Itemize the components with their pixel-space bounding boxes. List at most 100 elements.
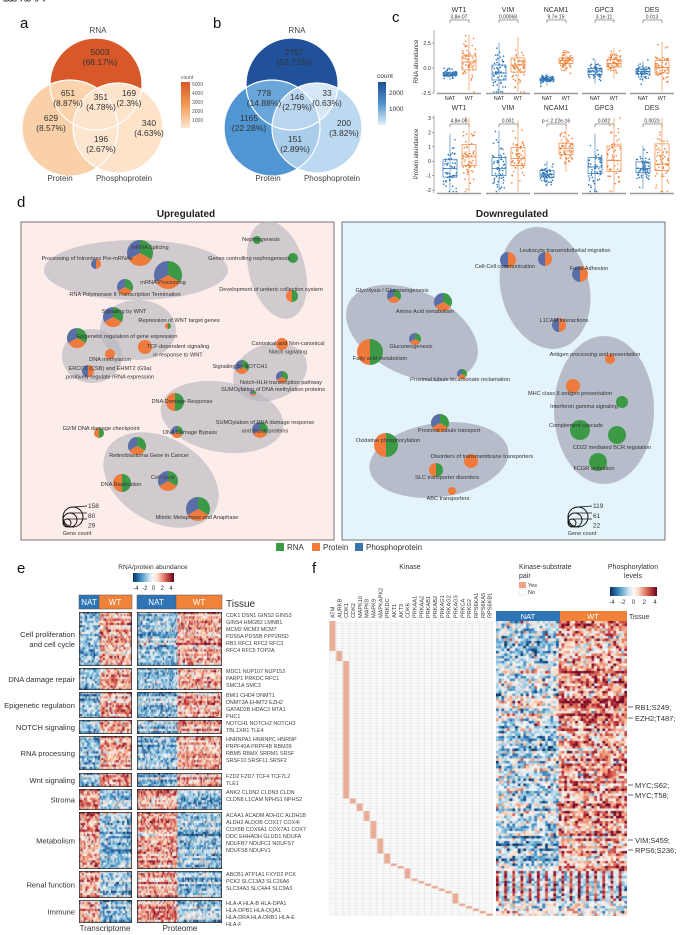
data-point bbox=[514, 86, 516, 89]
data-point bbox=[648, 178, 650, 180]
p-value: 3.1e-11 bbox=[596, 15, 613, 21]
cluster-label: Renal function bbox=[0, 0, 33, 2]
data-point bbox=[515, 148, 518, 151]
significance-bracket bbox=[498, 19, 519, 23]
data-point bbox=[522, 156, 525, 159]
data-point bbox=[548, 169, 551, 171]
p-value: p < 2.22e-16 bbox=[542, 119, 570, 125]
data-point bbox=[552, 163, 554, 165]
colorbar-tick: 3000 bbox=[192, 100, 203, 106]
data-point bbox=[451, 185, 454, 187]
cluster-label: Stroma bbox=[0, 0, 13, 2]
venn-count: 2757 bbox=[285, 47, 304, 57]
data-point bbox=[616, 140, 618, 142]
data-point bbox=[496, 57, 499, 60]
data-point bbox=[591, 176, 594, 179]
data-point bbox=[496, 84, 499, 86]
data-point bbox=[462, 171, 465, 174]
data-point bbox=[589, 144, 592, 147]
kinase-label: PRKAB1 bbox=[426, 596, 432, 618]
data-point bbox=[640, 75, 643, 78]
data-point bbox=[473, 131, 476, 133]
data-point bbox=[500, 186, 503, 188]
venn-set-label: RNA bbox=[90, 26, 108, 35]
data-point bbox=[657, 67, 659, 70]
data-point bbox=[587, 175, 590, 177]
network-node bbox=[572, 266, 588, 282]
data-point bbox=[655, 184, 658, 186]
gene-list: DNMT3A EHMT2 EZH2 bbox=[226, 700, 283, 706]
data-point bbox=[607, 64, 610, 67]
facet-title: GPC3 bbox=[594, 7, 613, 14]
kinase-label: PRKCA bbox=[460, 598, 466, 618]
data-point bbox=[446, 68, 449, 70]
data-point bbox=[658, 166, 660, 169]
data-point bbox=[608, 190, 611, 192]
data-point bbox=[595, 68, 598, 71]
data-point bbox=[561, 66, 564, 68]
data-point bbox=[521, 141, 524, 144]
data-point bbox=[563, 151, 565, 153]
data-point bbox=[499, 56, 502, 58]
data-point bbox=[511, 152, 514, 154]
panel-label-d: d bbox=[17, 194, 25, 211]
data-point bbox=[569, 72, 572, 75]
network-node bbox=[276, 338, 288, 350]
data-point bbox=[615, 172, 618, 175]
heatmap-e-colorbar-title: RNA/protein abundance bbox=[118, 564, 188, 571]
heatmap-row-label: RNA processing bbox=[21, 749, 75, 758]
node-label: Cell-Cell communication bbox=[475, 264, 535, 270]
data-point bbox=[520, 159, 522, 161]
venn-diagram-a: 5003(68.17%) 651(8.87%) 351(4.78%) 169(2.3%… bbox=[21, 26, 164, 183]
venn-percent: (3.82%) bbox=[329, 128, 359, 138]
data-point bbox=[493, 75, 495, 78]
data-point bbox=[544, 163, 546, 166]
gene-count-value: 119 bbox=[593, 503, 604, 510]
transcriptome-heatmap-block bbox=[79, 773, 132, 787]
data-point bbox=[462, 166, 464, 168]
node-label: SLC transporter disorders bbox=[415, 475, 479, 481]
cluster-ellipse bbox=[499, 227, 591, 349]
data-point bbox=[452, 190, 454, 193]
data-point bbox=[662, 166, 665, 168]
data-point bbox=[559, 135, 562, 137]
data-point bbox=[666, 179, 669, 182]
data-point bbox=[589, 64, 592, 67]
data-point bbox=[655, 144, 658, 147]
data-point bbox=[515, 74, 517, 77]
box-wt bbox=[654, 143, 670, 171]
data-point bbox=[608, 124, 611, 127]
venn-region-all bbox=[73, 83, 118, 130]
data-point bbox=[497, 141, 499, 143]
data-point bbox=[464, 44, 466, 47]
venn-percent: (52.72%) bbox=[277, 57, 312, 67]
data-point bbox=[644, 168, 647, 171]
data-point bbox=[559, 151, 562, 154]
data-point bbox=[518, 179, 521, 182]
data-point bbox=[659, 69, 661, 72]
node-label: Genes controlling nephrogenesis bbox=[208, 256, 290, 262]
data-point bbox=[470, 78, 473, 80]
data-point bbox=[470, 169, 473, 172]
data-point bbox=[589, 163, 592, 165]
data-point bbox=[543, 179, 545, 181]
tissue-bar-wt bbox=[175, 594, 223, 610]
data-point bbox=[521, 62, 524, 65]
data-point bbox=[465, 140, 467, 143]
venn-set-label: Phosphoprotein bbox=[304, 174, 360, 183]
data-point bbox=[492, 156, 495, 158]
data-point bbox=[500, 177, 503, 179]
data-point bbox=[470, 154, 473, 157]
network-node bbox=[589, 453, 607, 471]
data-point bbox=[600, 155, 603, 157]
node-label: Mitotic Metaphase and Anaphase bbox=[156, 515, 239, 521]
data-point bbox=[639, 186, 641, 189]
x-tick-label: WT bbox=[658, 96, 667, 102]
data-point bbox=[659, 155, 662, 158]
colorbar-tick: 2000 bbox=[389, 90, 404, 97]
p-value: 3.8e-07 bbox=[451, 15, 468, 21]
data-point bbox=[469, 62, 472, 65]
data-point bbox=[619, 143, 622, 145]
data-point bbox=[666, 190, 669, 193]
